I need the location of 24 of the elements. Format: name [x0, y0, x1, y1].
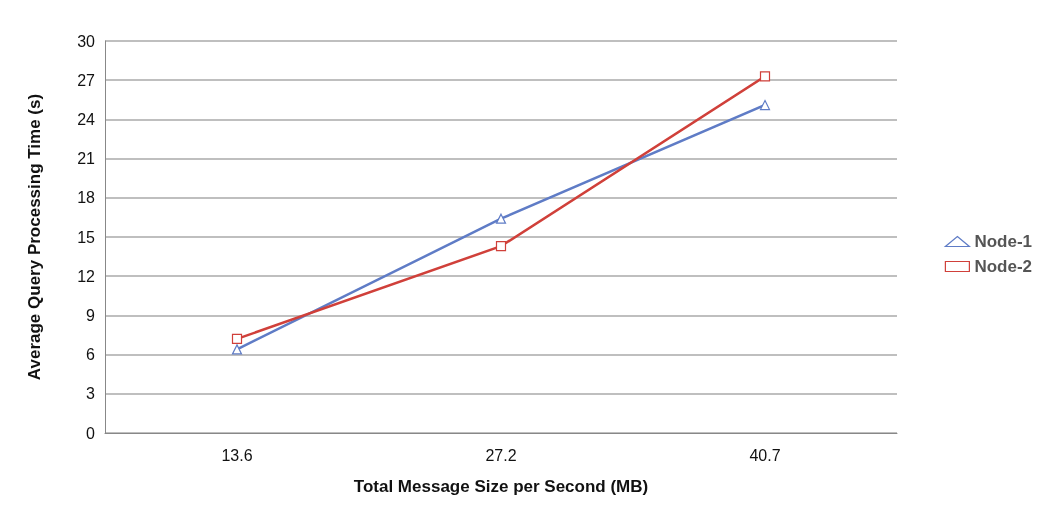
y-tick-label: 12	[77, 267, 96, 285]
x-tick-label: 13.6	[221, 446, 253, 464]
y-axis-title: Average Query Processing Time (s)	[25, 93, 44, 381]
point	[495, 213, 507, 224]
legend-label: Node-2	[974, 257, 1033, 276]
point	[759, 71, 771, 82]
x-tick-label: 40.7	[749, 446, 781, 464]
y-tick-label: 21	[77, 150, 96, 168]
y-tick-label: 18	[77, 189, 96, 207]
point	[231, 344, 243, 355]
point	[495, 241, 507, 252]
y-tick-label: 9	[86, 306, 96, 324]
x-tick-label: 27.2	[485, 446, 517, 464]
y-tick-label: 6	[86, 346, 96, 364]
point	[231, 333, 243, 345]
point	[759, 99, 771, 111]
y-tick-label: 0	[86, 424, 96, 442]
y-tick-label: 3	[86, 385, 96, 403]
y-tick-label: 15	[77, 228, 96, 246]
y-tick-label: 27	[77, 71, 96, 89]
legend-label: Node-1	[974, 232, 1033, 251]
y-tick-label: 24	[77, 110, 96, 128]
y-tick-label: 30	[77, 32, 96, 50]
x-axis-title: Total Message Size per Second (MB)	[353, 477, 649, 496]
